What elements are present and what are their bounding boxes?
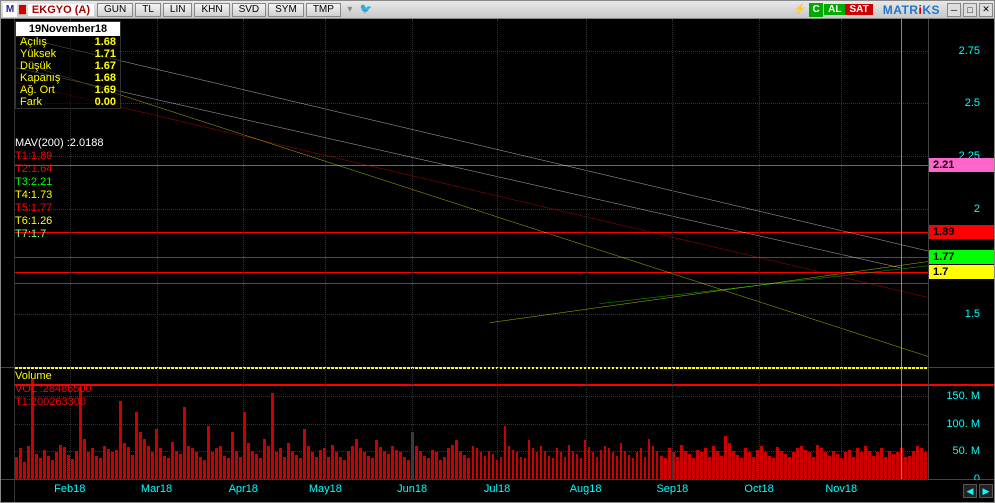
ohlc-box: 19November18 Açılış1.68Yüksek1.71Düşük1.… (15, 21, 121, 109)
btn-lin[interactable]: LIN (163, 3, 193, 17)
btn-tmp[interactable]: TMP (306, 3, 341, 17)
volume-labels: Volume VOL :28486500 T1:200263300 (15, 370, 92, 409)
scroll-left-button[interactable]: ◀ (963, 484, 977, 498)
twitter-icon[interactable]: 🐦 (359, 3, 373, 17)
buy-button[interactable]: AL (824, 4, 845, 15)
indicator-labels: MAV(200) :2.0188 T1:1.89T2:1.64T3:2.21T4… (15, 137, 103, 241)
btn-khn[interactable]: KHN (194, 3, 229, 17)
minimize-button[interactable]: ─ (947, 3, 961, 17)
time-axis: Feb18Mar18Apr18May18Jun18Jul18Aug18Sep18… (1, 480, 994, 502)
maximize-button[interactable]: □ (963, 3, 977, 17)
ohlc-date: 19November18 (16, 22, 120, 36)
price-y-axis: 2.752.52.2521.52.211.891.771.7 (928, 19, 994, 367)
sell-button[interactable]: SAT (845, 4, 872, 15)
volume-pane[interactable]: Volume VOL :28486500 T1:200263300 150. M… (1, 368, 994, 480)
crosshair (901, 19, 902, 367)
chevron-down-icon[interactable]: ▾ (343, 3, 357, 17)
brand-label: MATRiKS (883, 3, 940, 17)
mav-label: MAV(200) :2.0188 (15, 137, 103, 150)
volume-y-axis: 150. M100. M50. M0 (928, 368, 994, 479)
btn-tl[interactable]: TL (135, 3, 161, 17)
c-icon[interactable]: C (809, 3, 823, 17)
scroll-right-button[interactable]: ▶ (979, 484, 993, 498)
app-logo: M (3, 3, 17, 17)
close-button[interactable]: ✕ (979, 3, 993, 17)
btn-gun[interactable]: GUN (97, 3, 133, 17)
ticker-symbol[interactable]: EKGYO (A) (28, 4, 94, 16)
price-pane[interactable]: 19November18 Açılış1.68Yüksek1.71Düşük1.… (1, 19, 994, 368)
chart-area: 19November18 Açılış1.68Yüksek1.71Düşük1.… (1, 19, 994, 502)
chart-window: M ▇ EKGYO (A) GUN TL LIN KHN SVD SYM TMP… (0, 0, 995, 503)
lightning-icon[interactable]: ⚡ (793, 3, 807, 17)
btn-sym[interactable]: SYM (268, 3, 304, 17)
titlebar: M ▇ EKGYO (A) GUN TL LIN KHN SVD SYM TMP… (1, 1, 994, 19)
flag-icon: ▇ (19, 4, 26, 15)
btn-svd[interactable]: SVD (232, 3, 267, 17)
